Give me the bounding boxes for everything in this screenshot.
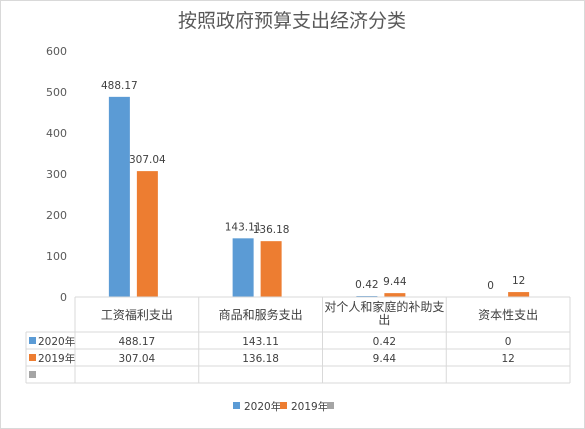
table-cell: 488.17 bbox=[119, 336, 156, 348]
y-tick-label: 0 bbox=[60, 291, 67, 304]
legend-label: 2020年 bbox=[244, 400, 281, 413]
y-tick-label: 600 bbox=[46, 45, 67, 58]
bar-series2 bbox=[508, 292, 530, 297]
table-series-name: 2020年 bbox=[38, 335, 75, 348]
table-cell: 136.18 bbox=[242, 353, 279, 365]
legend-key bbox=[233, 402, 240, 409]
y-tick-label: 400 bbox=[46, 127, 67, 140]
table-cell: 9.44 bbox=[373, 353, 397, 365]
bar-series2 bbox=[260, 241, 282, 297]
table-legend-key bbox=[29, 337, 36, 344]
bar-series2 bbox=[136, 171, 158, 297]
table-cell: 0.42 bbox=[373, 336, 396, 348]
y-tick-label: 100 bbox=[46, 250, 67, 263]
bar-series2 bbox=[384, 293, 406, 297]
data-label: 488.17 bbox=[101, 80, 138, 92]
category-label: 商品和服务支出 bbox=[219, 307, 303, 322]
data-label: 0 bbox=[487, 280, 494, 292]
table-cell: 12 bbox=[501, 353, 514, 365]
table-legend-key bbox=[29, 371, 36, 378]
y-tick-label: 500 bbox=[46, 86, 67, 99]
data-label: 136.18 bbox=[253, 224, 290, 236]
category-label: 对个人和家庭的补助支 bbox=[324, 299, 444, 314]
table-cell: 307.04 bbox=[119, 353, 156, 365]
table-series-name: 2019年 bbox=[38, 352, 75, 365]
table-cell: 0 bbox=[505, 336, 512, 348]
data-label: 12 bbox=[512, 275, 525, 287]
category-label: 资本性支出 bbox=[478, 308, 538, 322]
bar-series1 bbox=[108, 96, 130, 297]
data-label: 143.11 bbox=[225, 221, 262, 233]
data-label: 0.42 bbox=[355, 279, 378, 291]
bar-series1 bbox=[232, 238, 254, 297]
data-label: 9.44 bbox=[383, 276, 407, 288]
category-label: 工资福利支出 bbox=[101, 307, 173, 322]
data-label: 307.04 bbox=[129, 154, 166, 166]
category-label: 出 bbox=[378, 313, 390, 327]
table-legend-key bbox=[29, 354, 36, 361]
legend-key bbox=[327, 402, 334, 409]
legend-key bbox=[280, 402, 287, 409]
y-tick-label: 300 bbox=[46, 168, 67, 181]
chart-title: 按照政府预算支出经济分类 bbox=[178, 10, 406, 32]
table-cell: 143.11 bbox=[242, 336, 279, 348]
y-tick-label: 200 bbox=[46, 209, 67, 222]
legend-label: 2019年 bbox=[291, 400, 328, 413]
